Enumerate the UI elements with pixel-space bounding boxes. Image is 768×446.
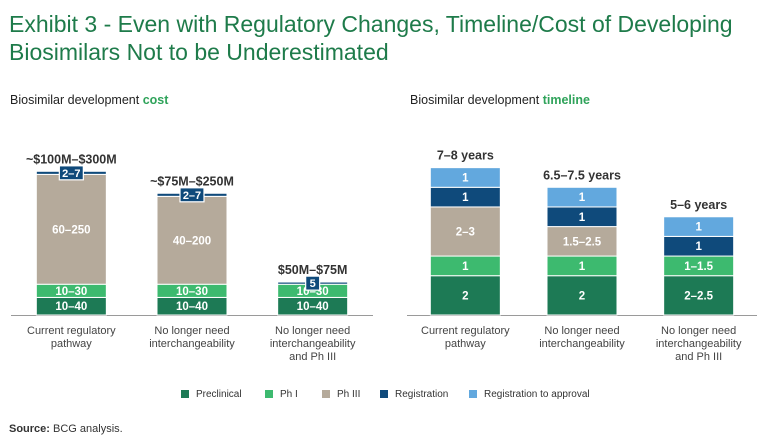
legend-swatch-registration-to-approval bbox=[469, 390, 477, 398]
legend-label-registration-to-approval: Registration to approval bbox=[484, 389, 590, 400]
legend-swatch-preclinical bbox=[181, 390, 189, 398]
cost-category-label-2-line-1: No longer need bbox=[154, 325, 229, 337]
cost-bar-3-registration-box bbox=[305, 275, 321, 291]
cost-bar-1-ph-iii bbox=[35, 173, 107, 285]
cost-bar-3-registration-label: 5 bbox=[310, 278, 316, 290]
source-text: BCG analysis. bbox=[53, 423, 123, 435]
timeline-bar-2-total-label: 6.5–7.5 years bbox=[543, 168, 621, 182]
cost-category-label-3-line-3: and Ph III bbox=[289, 351, 336, 363]
timeline-bar-1-preclinical bbox=[429, 275, 501, 316]
timeline-bar-2-preclinical-label: 2 bbox=[579, 290, 585, 302]
legend-label-registration: Registration bbox=[395, 389, 449, 400]
cost-bar-1-registration-box bbox=[58, 165, 84, 181]
source-note: Source: BCG analysis. bbox=[9, 423, 123, 435]
timeline-bar-1-registration-to-approval-label: 1 bbox=[462, 172, 469, 184]
timeline-category-label-2-line-2: interchangeability bbox=[539, 338, 625, 350]
cost-bar-3-ph-i-label: 10–30 bbox=[297, 286, 329, 298]
cost-bar-1-ph-iii-label: 60–250 bbox=[52, 224, 90, 236]
cost-category-label-3-line-1: No longer need bbox=[275, 325, 350, 337]
legend-item-registration: Registration bbox=[380, 389, 448, 400]
legend-item-ph-iii: Ph III bbox=[322, 389, 360, 400]
cost-bar-2-registration-box bbox=[179, 187, 205, 203]
timeline-bar-2-registration-to-approval-label: 1 bbox=[579, 192, 586, 204]
cost-bar-1-total-label: ~$100M–$300M bbox=[26, 152, 117, 166]
timeline-bar-1-ph-iii-label: 2–3 bbox=[456, 227, 475, 239]
cost-bar-3-preclinical-label: 10–40 bbox=[297, 301, 329, 313]
legend-item-registration-to-approval: Registration to approval bbox=[469, 389, 590, 400]
timeline-chart-title-prefix: Biosimilar development bbox=[410, 93, 543, 107]
cost-chart-title-highlight: cost bbox=[142, 93, 169, 107]
legend-item-ph-i: Ph I bbox=[265, 389, 298, 400]
legend-item-preclinical: Preclinical bbox=[181, 389, 242, 400]
timeline-bar-3-ph-i-label: 1–1.5 bbox=[684, 261, 713, 273]
cost-bar-2-registration-label: 2–7 bbox=[183, 190, 201, 202]
legend-label-preclinical: Preclinical bbox=[196, 389, 242, 400]
timeline-category-label-1-line-2: pathway bbox=[445, 338, 486, 350]
timeline-chart-title: Biosimilar development timeline bbox=[410, 93, 590, 107]
cost-bar-1-preclinical-label: 10–40 bbox=[55, 301, 87, 313]
cost-category-label-3-line-2: interchangeability bbox=[270, 338, 356, 350]
cost-chart-title-prefix: Biosimilar development bbox=[10, 93, 143, 107]
timeline-bar-1-total-label: 7–8 years bbox=[437, 149, 494, 163]
legend: Preclinical Ph I Ph III Registration Reg… bbox=[0, 389, 768, 405]
timeline-bar-3-total-label: 5–6 years bbox=[670, 198, 727, 212]
cost-category-label-2-line-2: interchangeability bbox=[149, 338, 235, 350]
exhibit-title: Exhibit 3 - Even with Regulatory Changes… bbox=[9, 10, 759, 66]
timeline-category-label-1-line-1: Current regulatory bbox=[421, 325, 510, 337]
timeline-bar-1-preclinical-label: 2 bbox=[462, 290, 468, 302]
cost-bar-2-ph-iii-label: 40–200 bbox=[173, 235, 211, 247]
legend-swatch-ph-i bbox=[265, 390, 273, 398]
timeline-bar-3-registration-label: 1 bbox=[695, 241, 702, 253]
timeline-category-label-2-line-1: No longer need bbox=[544, 325, 619, 337]
cost-bar-2-ph-i-label: 10–30 bbox=[176, 286, 208, 298]
cost-chart-title: Biosimilar development cost bbox=[10, 93, 168, 107]
timeline-bar-2-preclinical bbox=[546, 275, 618, 316]
timeline-bar-2-ph-i-label: 1 bbox=[579, 261, 586, 273]
legend-swatch-registration bbox=[380, 390, 388, 398]
timeline-bar-3-registration-to-approval bbox=[663, 216, 735, 237]
timeline-bar-1-registration-label: 1 bbox=[462, 192, 469, 204]
timeline-chart: 2 1 2–3 1 1 7–8 years Current regulatorypathwa… bbox=[407, 149, 757, 363]
timeline-bar-2-ph-iii-label: 1.5–2.5 bbox=[563, 236, 602, 248]
timeline-chart-title-highlight: timeline bbox=[542, 93, 590, 107]
cost-bar-2-ph-iii bbox=[156, 195, 228, 285]
timeline-bar-3-preclinical-label: 2–2.5 bbox=[684, 290, 713, 302]
legend-label-ph-iii: Ph III bbox=[337, 389, 361, 400]
timeline-bar-1-registration-to-approval bbox=[429, 167, 501, 188]
cost-category-label-1-line-2: pathway bbox=[51, 338, 92, 350]
cost-bar-1-registration-label: 2–7 bbox=[62, 168, 80, 180]
cost-bar-2-total-label: ~$75M–$250M bbox=[150, 174, 234, 188]
timeline-bar-2-ph-iii bbox=[546, 226, 618, 257]
cost-bar-2-preclinical-label: 10–40 bbox=[176, 301, 208, 313]
cost-bar-3-total-label: $50M–$75M bbox=[278, 263, 348, 277]
cost-chart: 10–40 10–30 60–250 2–7 ~$100M–$300M Current r… bbox=[11, 152, 373, 363]
timeline-bar-2-registration-label: 1 bbox=[579, 212, 586, 224]
source-label: Source: bbox=[9, 423, 50, 435]
timeline-bar-2-registration-to-approval bbox=[546, 186, 618, 208]
exhibit-title-line-1: Exhibit 3 - Even with Regulatory Changes… bbox=[9, 11, 733, 37]
timeline-bar-1-ph-iii bbox=[429, 206, 501, 257]
cost-category-label-1-line-1: Current regulatory bbox=[27, 325, 116, 337]
cost-bar-1-ph-i-label: 10–30 bbox=[55, 286, 87, 298]
timeline-bar-1-ph-i-label: 1 bbox=[462, 261, 469, 273]
legend-label-ph-i: Ph I bbox=[280, 389, 298, 400]
legend-swatch-ph-iii bbox=[322, 390, 330, 398]
timeline-bar-3-registration-to-approval-label: 1 bbox=[695, 222, 702, 234]
timeline-category-label-3-line-3: and Ph III bbox=[675, 351, 722, 363]
timeline-category-label-3-line-1: No longer need bbox=[661, 325, 736, 337]
exhibit-title-line-2: Biosimilars Not to be Underestimated bbox=[9, 39, 389, 65]
timeline-category-label-3-line-2: interchangeability bbox=[656, 338, 742, 350]
